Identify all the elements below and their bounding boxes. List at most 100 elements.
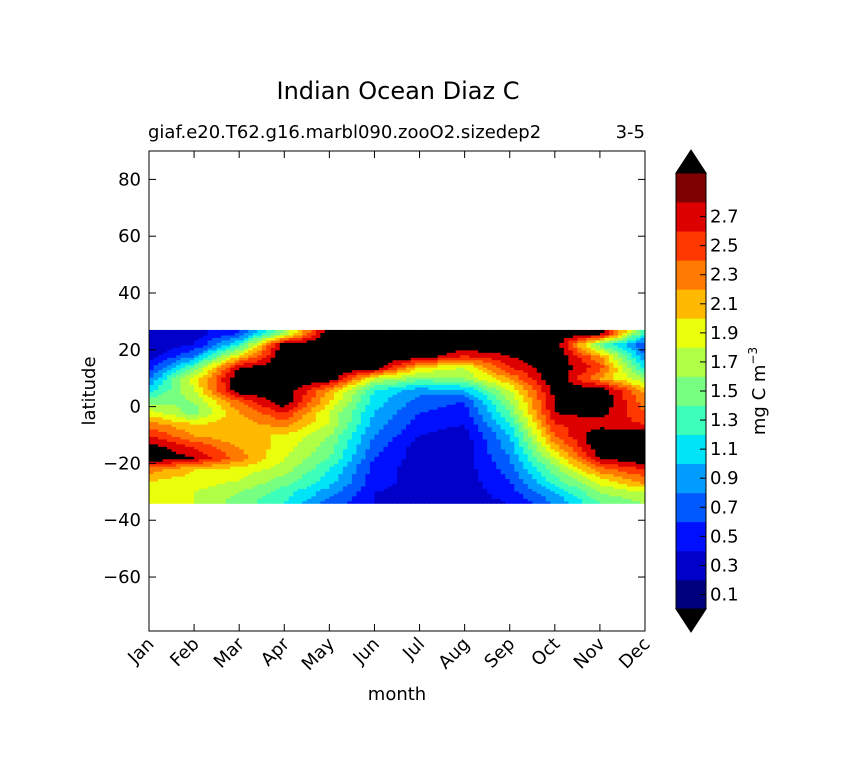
- heatmap-cell: [464, 493, 470, 497]
- heatmap-cell: [149, 411, 155, 415]
- heatmap-cell: [293, 443, 299, 447]
- heatmap-cell: [478, 396, 484, 400]
- heatmap-cell: [275, 490, 281, 494]
- heatmap-cell: [469, 441, 475, 445]
- heatmap-cell: [369, 438, 376, 442]
- heatmap-cell: [257, 431, 263, 435]
- heatmap-cell: [446, 409, 452, 413]
- heatmap-cell: [523, 448, 529, 452]
- heatmap-cell: [392, 436, 398, 440]
- heatmap-cell: [554, 423, 560, 428]
- heatmap-cell: [378, 483, 385, 487]
- heatmap-cell: [604, 414, 610, 418]
- heatmap-cell: [577, 458, 583, 462]
- heatmap-cell: [568, 490, 574, 494]
- heatmap-cell: [559, 404, 565, 408]
- heatmap-cell: [306, 431, 312, 435]
- heatmap-cell: [451, 419, 457, 423]
- heatmap-cell: [248, 391, 254, 395]
- heatmap-cell: [315, 461, 321, 465]
- heatmap-cell: [509, 391, 515, 395]
- heatmap-cell: [185, 456, 191, 460]
- heatmap-cell: [176, 485, 182, 489]
- heatmap-cell: [590, 471, 596, 475]
- heatmap-cell: [455, 493, 461, 497]
- heatmap-cell: [216, 389, 222, 393]
- heatmap-cell: [194, 490, 200, 494]
- heatmap-cell: [437, 448, 443, 452]
- heatmap-cell: [329, 409, 335, 413]
- heatmap-cell: [252, 495, 258, 499]
- heatmap-cell: [360, 468, 367, 472]
- heatmap-cell: [149, 500, 155, 504]
- heatmap-cell: [266, 438, 272, 442]
- heatmap-cell: [500, 493, 506, 497]
- heatmap-cell: [365, 416, 371, 420]
- heatmap-cell: [433, 493, 439, 497]
- heatmap-cell: [329, 500, 335, 504]
- heatmap-cell: [437, 396, 443, 400]
- heatmap-cell: [333, 389, 339, 393]
- heatmap-cell: [608, 401, 615, 405]
- heatmap-cell: [180, 488, 186, 492]
- heatmap-cell: [590, 468, 596, 472]
- heatmap-cell: [631, 431, 637, 435]
- heatmap-cell: [221, 478, 227, 482]
- heatmap-cell: [171, 396, 177, 400]
- heatmap-cell: [568, 500, 574, 504]
- heatmap-cell: [225, 451, 231, 455]
- heatmap-cell: [194, 443, 200, 447]
- heatmap-cell: [351, 456, 358, 460]
- heatmap-cell: [207, 478, 213, 482]
- heatmap-cell: [392, 419, 398, 423]
- heatmap-cell: [248, 463, 254, 467]
- heatmap-cell: [464, 473, 470, 477]
- heatmap-cell: [491, 493, 497, 497]
- heatmap-cell: [347, 458, 353, 462]
- heatmap-cell: [455, 483, 461, 487]
- heatmap-cell: [631, 411, 637, 415]
- heatmap-cell: [532, 468, 538, 472]
- heatmap-cell: [270, 391, 276, 395]
- heatmap-cell: [360, 448, 367, 452]
- heatmap-cell: [478, 471, 484, 475]
- heatmap-cell: [451, 414, 457, 418]
- heatmap-cell: [410, 466, 416, 470]
- heatmap-cell: [261, 448, 267, 452]
- heatmap-cell: [257, 421, 263, 425]
- heatmap-cell: [252, 401, 258, 405]
- heatmap-cell: [338, 409, 344, 413]
- heatmap-cell: [478, 498, 484, 502]
- heatmap-cell: [586, 446, 592, 450]
- heatmap-cell: [320, 436, 326, 440]
- heatmap-cell: [469, 423, 475, 428]
- heatmap-cell: [590, 448, 596, 452]
- heatmap-cell: [604, 419, 610, 423]
- heatmap-cell: [622, 443, 628, 447]
- heatmap-cell: [167, 466, 173, 470]
- heatmap-cell: [446, 473, 452, 477]
- heatmap-cell: [324, 416, 330, 420]
- heatmap-cell: [158, 483, 164, 487]
- heatmap-cell: [545, 446, 551, 450]
- heatmap-cell: [225, 488, 231, 492]
- heatmap-cell: [446, 483, 452, 487]
- heatmap-cell: [324, 490, 330, 494]
- heatmap-cell: [631, 394, 637, 398]
- heatmap-cell: [216, 409, 222, 413]
- heatmap-cell: [559, 488, 565, 492]
- heatmap-cell: [320, 443, 326, 447]
- heatmap-cell: [518, 438, 524, 442]
- heatmap-cell: [302, 468, 308, 472]
- heatmap-cell: [288, 401, 294, 405]
- heatmap-cell: [374, 458, 380, 462]
- heatmap-cell: [212, 478, 218, 482]
- heatmap-cell: [387, 471, 394, 475]
- heatmap-cell: [356, 488, 362, 492]
- heatmap-cell: [491, 409, 497, 413]
- heatmap-cell: [252, 475, 258, 480]
- heatmap-cell: [176, 453, 182, 457]
- heatmap-cell: [171, 456, 177, 460]
- heatmap-cell: [491, 436, 497, 440]
- heatmap-cell: [640, 409, 645, 413]
